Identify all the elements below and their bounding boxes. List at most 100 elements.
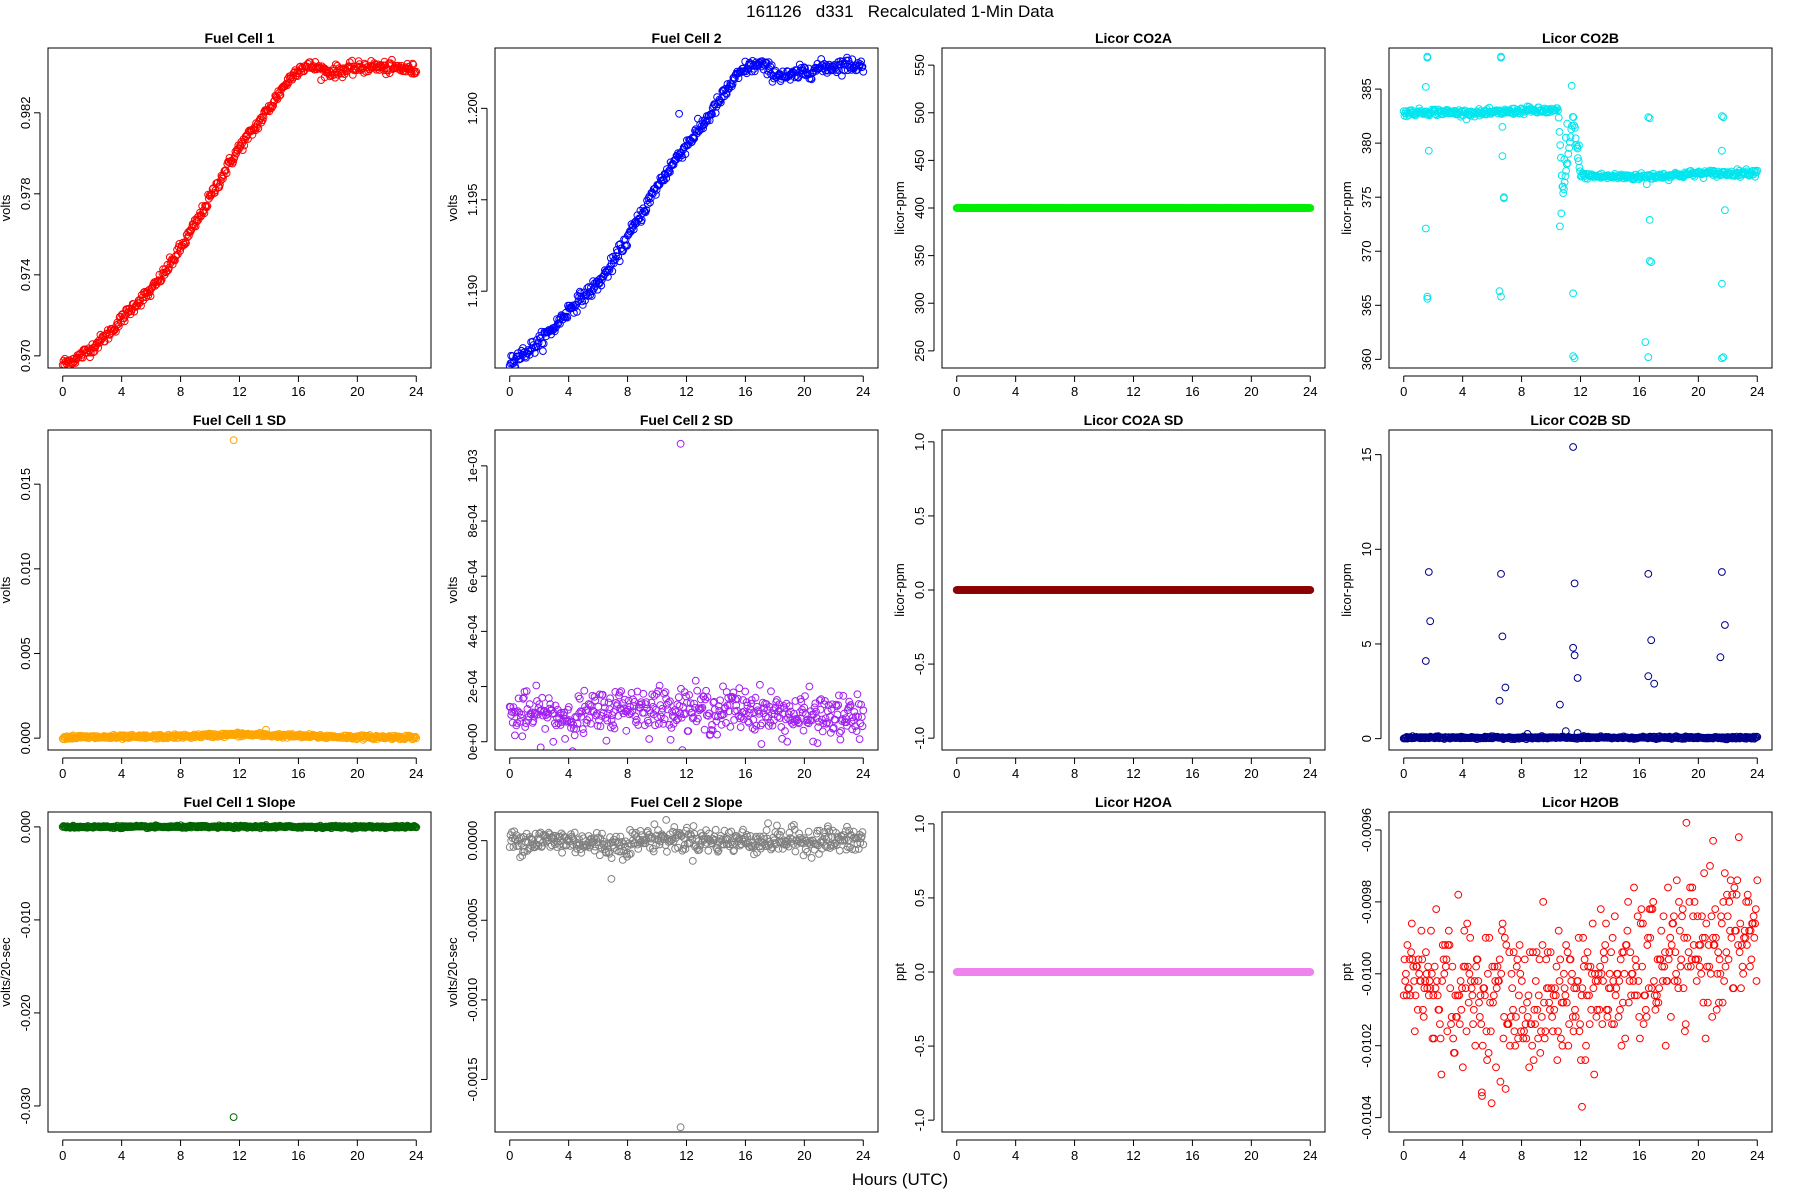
outlier-point (1647, 258, 1656, 267)
data-point (654, 720, 663, 728)
data-point (688, 857, 697, 865)
data-point (1306, 204, 1315, 212)
data-point (529, 717, 538, 726)
data-point (655, 840, 664, 849)
panel-10-points (505, 816, 868, 1132)
data-point (182, 239, 190, 248)
x-tick-label: 0 (1400, 384, 1407, 399)
outlier-point (1423, 294, 1432, 303)
data-point (781, 727, 789, 735)
data-point (606, 723, 615, 732)
data-point (817, 55, 826, 63)
x-tick-label: 20 (797, 766, 811, 781)
data-point (790, 709, 798, 718)
data-point (775, 700, 783, 709)
x-tick-label: 24 (856, 384, 870, 399)
y-tick-label: 0.970 (18, 340, 33, 373)
data-point (713, 730, 721, 739)
data-point (685, 691, 693, 699)
data-point (805, 682, 814, 691)
panel-5-points (58, 436, 421, 744)
data-point (388, 55, 396, 64)
x-tick-label: 20 (1244, 384, 1258, 399)
data-point (703, 693, 712, 701)
data-point (607, 716, 616, 724)
data-point (780, 704, 789, 712)
data-point (615, 257, 624, 266)
x-tick-label: 24 (856, 766, 870, 781)
outlier-point (1641, 338, 1650, 347)
data-point (712, 717, 721, 726)
outlier-point (1570, 651, 1579, 660)
data-point (624, 696, 633, 705)
data-point (853, 690, 862, 699)
outlier-point (1560, 155, 1569, 164)
panel-9-title: Fuel Cell 1 Slope (183, 794, 295, 810)
x-tick-label: 4 (118, 766, 125, 781)
y-tick-label: 0.005 (18, 637, 33, 670)
data-point (1571, 123, 1579, 132)
data-point (563, 313, 572, 322)
data-point (684, 727, 693, 735)
x-tick-label: 24 (409, 384, 423, 399)
data-point (586, 700, 595, 709)
data-point (837, 727, 845, 735)
data-point (660, 689, 668, 698)
data-point (659, 719, 668, 728)
data-point (606, 694, 614, 703)
y-tick-label: 350 (912, 245, 927, 267)
data-point (202, 203, 211, 212)
data-point (632, 715, 641, 724)
y-tick-label: 250 (912, 340, 927, 362)
panel-6-title: Fuel Cell 2 SD (640, 412, 733, 428)
data-point (646, 198, 654, 207)
data-point (587, 292, 596, 300)
x-tick-label: 12 (1573, 766, 1587, 781)
data-point (822, 61, 831, 70)
y-tick-label: 1.200 (465, 92, 480, 125)
data-point (596, 722, 605, 731)
x-tick-label: 8 (1071, 766, 1078, 781)
x-tick-label: 0 (953, 384, 960, 399)
data-point (747, 67, 756, 76)
data-point (859, 67, 868, 76)
data-point (688, 835, 696, 843)
data-point (815, 696, 824, 705)
outlier-point (1645, 216, 1654, 224)
data-point (1484, 109, 1492, 118)
panel-3-y-axis-label: licor-ppm (892, 181, 907, 234)
data-point (663, 847, 671, 856)
data-point (604, 698, 613, 707)
data-point (142, 293, 151, 302)
data-point (561, 313, 569, 322)
x-tick-label: 20 (1691, 384, 1705, 399)
data-point (818, 727, 827, 736)
data-point (1561, 172, 1570, 181)
data-point (724, 693, 733, 702)
data-point (564, 703, 573, 711)
data-point (623, 241, 631, 250)
panel-5-y-axis-label: volts (0, 576, 13, 603)
y-tick-label: 15 (1359, 447, 1374, 461)
data-point (585, 713, 594, 722)
data-point (528, 836, 537, 844)
data-point (558, 848, 566, 857)
data-point (702, 686, 710, 695)
data-point (518, 732, 527, 741)
panel-4-frame (1388, 47, 1773, 369)
x-tick-label: 16 (291, 766, 305, 781)
data-point (767, 687, 775, 696)
outlier-point (1523, 102, 1532, 111)
data-point (742, 709, 750, 718)
data-point (753, 702, 761, 711)
data-point (229, 157, 238, 166)
data-point (714, 847, 722, 856)
data-point (544, 694, 553, 703)
outlier-point (1421, 657, 1430, 665)
data-point (590, 846, 599, 855)
data-point (858, 62, 867, 71)
panel-8-frame (1388, 429, 1773, 751)
data-point (510, 708, 519, 717)
